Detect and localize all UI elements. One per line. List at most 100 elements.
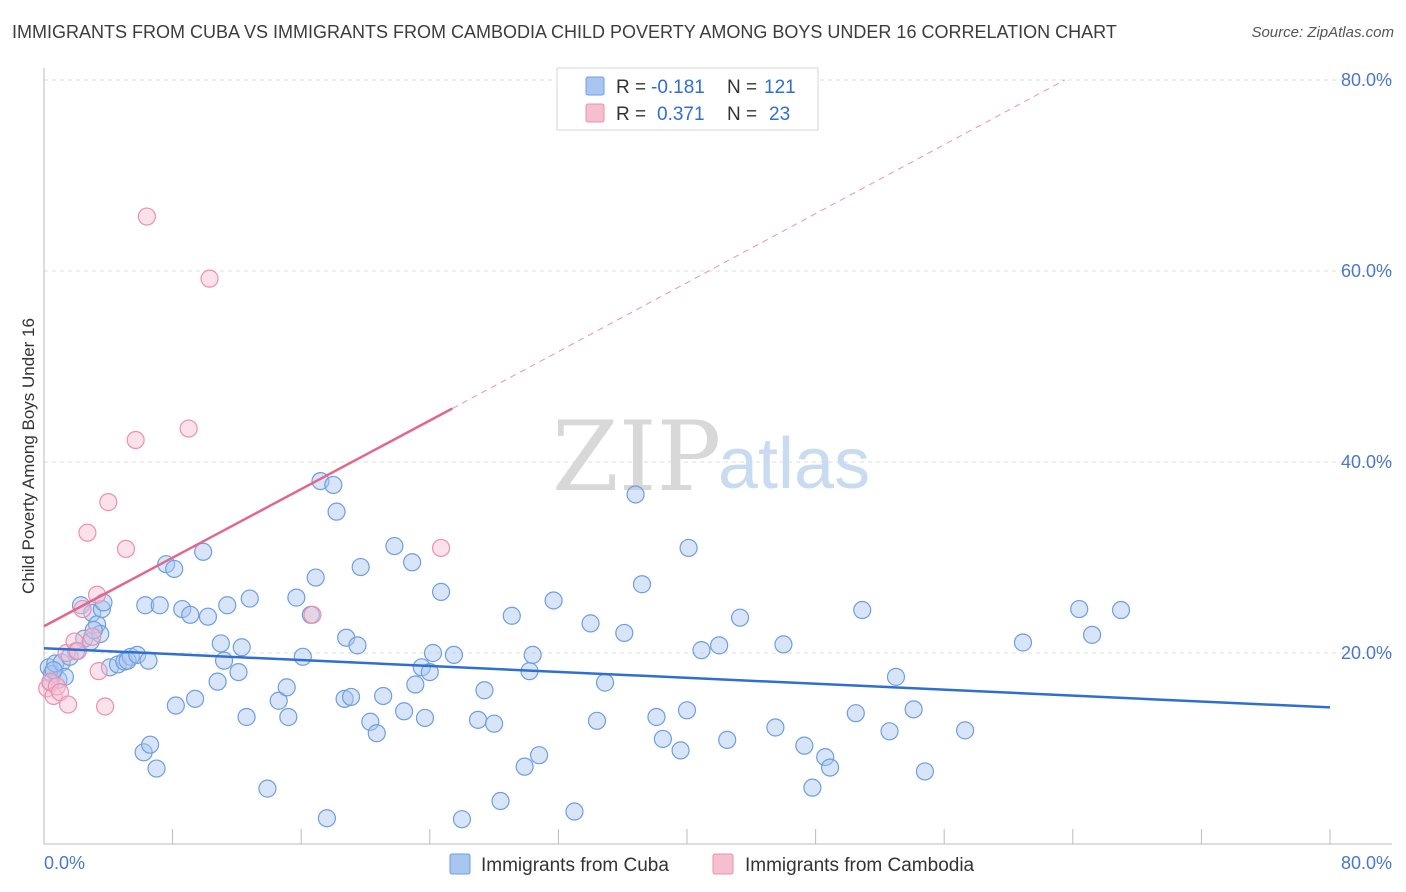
data-point-cuba bbox=[165, 559, 184, 579]
data-point-cuba bbox=[444, 645, 464, 665]
data-point-cuba bbox=[1070, 599, 1089, 619]
data-point-cuba bbox=[647, 707, 666, 727]
data-point-cuba bbox=[84, 620, 103, 640]
data-point-cambodia bbox=[47, 677, 66, 696]
data-point-cuba bbox=[565, 802, 584, 821]
x-axis-ticks bbox=[172, 829, 1331, 844]
data-point-cuba bbox=[431, 582, 451, 601]
data-point-cuba bbox=[317, 809, 337, 828]
data-point-cuba bbox=[394, 702, 414, 721]
data-point-cuba bbox=[671, 741, 690, 760]
data-point-cuba bbox=[166, 696, 185, 715]
data-point-cuba bbox=[692, 641, 711, 660]
data-point-cuba bbox=[385, 536, 404, 556]
chart-title: IMMIGRANTS FROM CUBA VS IMMIGRANTS FROM … bbox=[12, 22, 1117, 42]
data-point-cuba bbox=[269, 691, 288, 710]
data-point-cuba bbox=[886, 667, 906, 686]
data-point-cuba bbox=[955, 721, 975, 740]
data-point-cuba bbox=[774, 635, 793, 654]
series-cambodia-points bbox=[38, 207, 451, 716]
watermark: ZIP atlas bbox=[552, 401, 870, 513]
data-point-cambodia bbox=[200, 269, 219, 288]
data-point-cuba bbox=[128, 645, 147, 665]
y-tick-label: 20.0% bbox=[1341, 643, 1392, 663]
data-point-cuba bbox=[237, 707, 256, 727]
data-point-cuba bbox=[208, 672, 227, 691]
legend: R = -0.181 N = 121 R = 0.371 N = 23 bbox=[556, 67, 819, 131]
bottom-legend-swatch-cambodia bbox=[712, 853, 734, 875]
y-axis-label: Child Poverty Among Boys Under 16 bbox=[19, 318, 38, 594]
data-point-cuba bbox=[820, 758, 840, 777]
data-point-cuba bbox=[718, 730, 737, 750]
data-point-cuba bbox=[211, 634, 230, 653]
data-point-cuba bbox=[186, 689, 205, 708]
legend-swatch-cambodia bbox=[585, 103, 605, 123]
data-point-cuba bbox=[287, 588, 306, 607]
data-point-cuba bbox=[415, 708, 435, 728]
data-point-cuba bbox=[181, 605, 200, 624]
data-point-cambodia bbox=[137, 207, 156, 226]
y-tick-labels: 20.0% 40.0% 60.0% 80.0% bbox=[1341, 70, 1392, 663]
watermark-atlas: atlas bbox=[718, 424, 870, 504]
data-point-cuba bbox=[92, 599, 111, 619]
data-point-cuba bbox=[277, 678, 296, 697]
trend-lines-solid bbox=[43, 407, 1331, 709]
data-point-cuba bbox=[485, 714, 504, 733]
data-point-cuba bbox=[306, 568, 325, 587]
data-point-cuba bbox=[615, 623, 634, 643]
data-point-cuba bbox=[880, 722, 899, 741]
data-point-cuba bbox=[904, 700, 923, 719]
trend-lines bbox=[452, 79, 1065, 409]
data-point-cuba bbox=[140, 735, 160, 754]
data-point-cuba bbox=[595, 673, 615, 692]
data-point-cuba bbox=[406, 675, 425, 694]
data-point-cuba bbox=[351, 557, 370, 577]
data-point-cambodia bbox=[126, 430, 145, 450]
legend-n-value-cambodia: 23 bbox=[769, 104, 790, 125]
data-point-cuba bbox=[420, 662, 439, 682]
y-tick-label: 80.0% bbox=[1341, 70, 1392, 90]
data-point-cambodia bbox=[95, 697, 115, 716]
data-point-cambodia bbox=[431, 538, 451, 558]
data-point-cuba bbox=[626, 485, 645, 504]
data-point-cuba bbox=[468, 710, 488, 729]
x-tick-label-min: 0.0% bbox=[44, 853, 85, 873]
data-point-cuba bbox=[502, 606, 521, 625]
trend-line-cambodia bbox=[43, 407, 453, 628]
trend-line-cuba bbox=[43, 646, 1331, 709]
data-point-cuba bbox=[150, 596, 169, 615]
legend-r-value-cambodia: 0.371 bbox=[657, 104, 705, 125]
data-point-cambodia bbox=[59, 695, 78, 714]
data-point-cuba bbox=[194, 542, 213, 561]
grid-lines bbox=[44, 79, 1392, 654]
legend-n-label-cuba: N = bbox=[727, 77, 757, 98]
data-point-cuba bbox=[136, 596, 155, 615]
data-point-cuba bbox=[853, 600, 872, 620]
data-point-cuba bbox=[367, 724, 386, 743]
data-point-cuba bbox=[324, 475, 343, 495]
watermark-zip: ZIP bbox=[552, 401, 721, 513]
axes bbox=[43, 68, 1392, 845]
data-point-cambodia bbox=[116, 539, 136, 559]
data-point-cuba bbox=[803, 778, 822, 797]
data-point-cambodia bbox=[303, 605, 322, 624]
data-point-cuba bbox=[1013, 633, 1033, 652]
bottom-legend-label-cuba: Immigrants from Cuba bbox=[481, 855, 669, 876]
legend-n-value-cuba: 121 bbox=[764, 77, 796, 98]
data-point-cuba bbox=[491, 791, 510, 811]
data-point-cuba bbox=[198, 607, 218, 626]
data-point-cuba bbox=[581, 614, 600, 633]
data-point-cuba bbox=[710, 636, 729, 655]
data-point-cuba bbox=[147, 759, 166, 778]
data-point-cuba bbox=[475, 681, 494, 700]
data-point-cambodia bbox=[83, 627, 102, 646]
data-point-cuba bbox=[335, 689, 354, 708]
data-point-cuba bbox=[766, 718, 785, 737]
legend-swatch-cuba bbox=[585, 76, 605, 96]
data-point-cuba bbox=[258, 779, 277, 798]
legend-n-label-cambodia: N = bbox=[727, 104, 757, 125]
data-point-cuba bbox=[361, 712, 380, 731]
data-point-cambodia bbox=[179, 419, 198, 438]
data-point-cuba bbox=[232, 638, 251, 657]
